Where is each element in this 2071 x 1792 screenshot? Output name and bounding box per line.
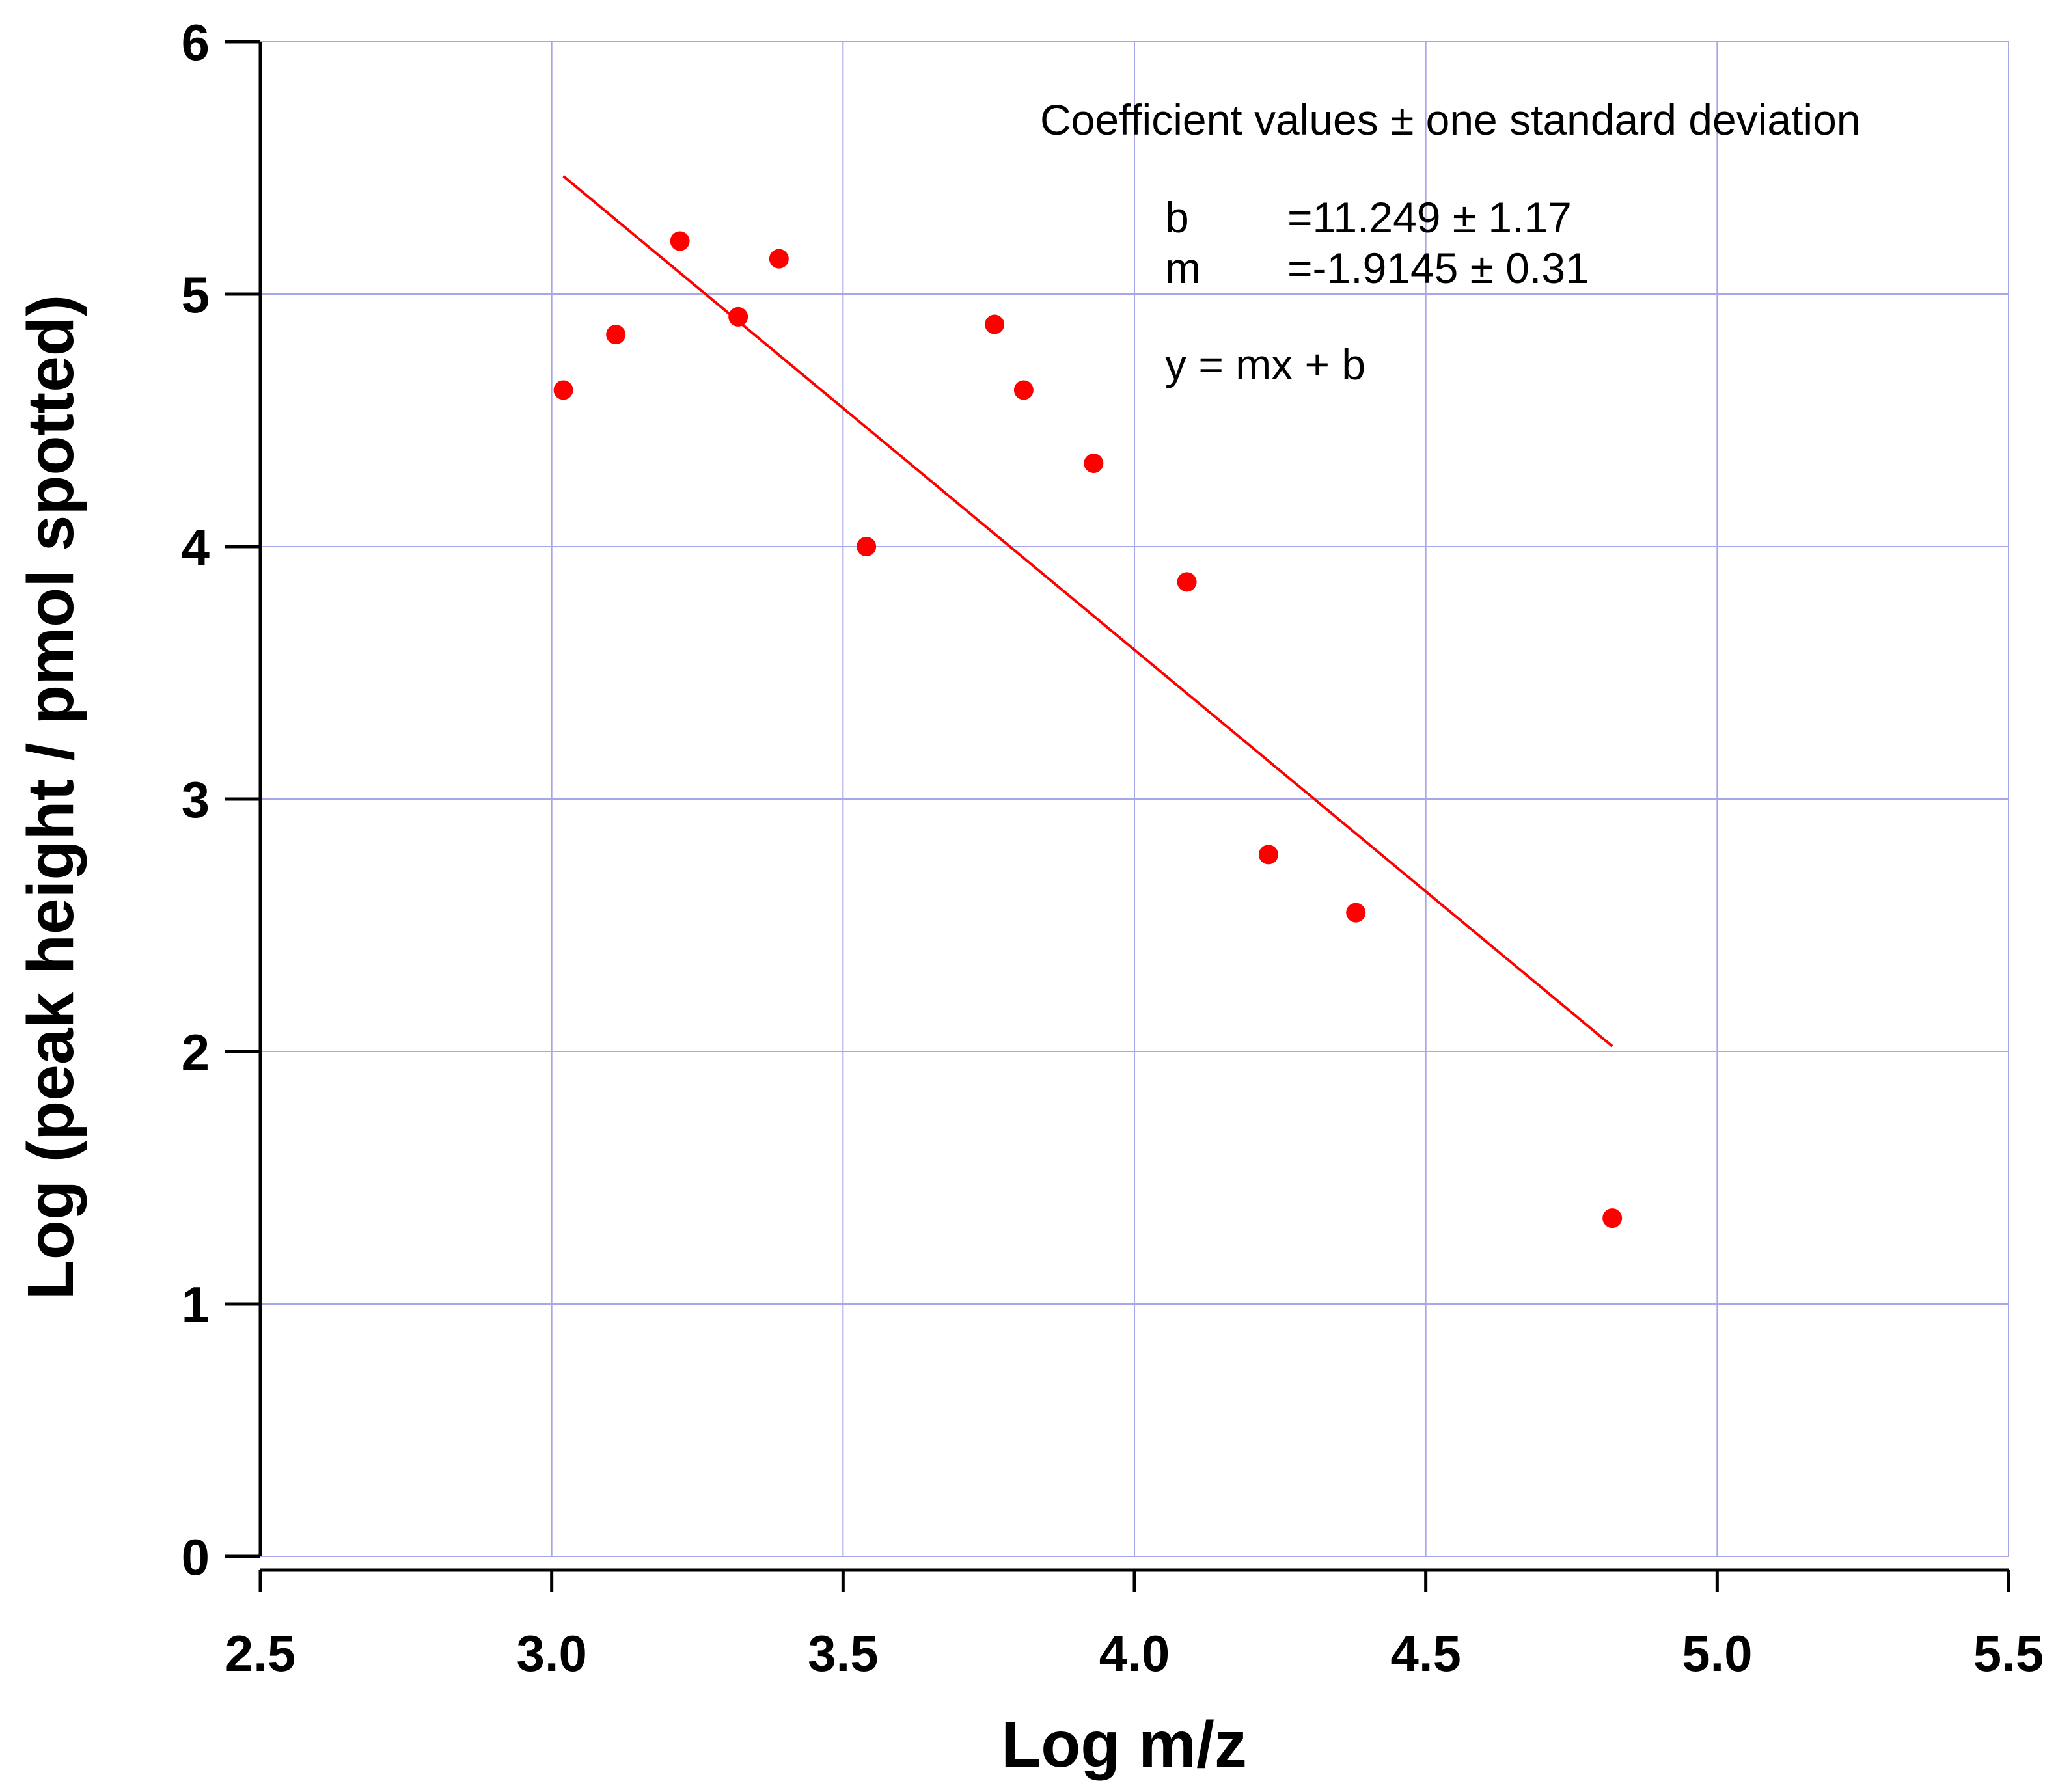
data-point bbox=[985, 314, 1005, 334]
fit-line bbox=[562, 175, 1613, 1048]
coefficient-annotation: Coefficient values ± one standard deviat… bbox=[1040, 96, 1860, 388]
y-tick-label: 6 bbox=[182, 14, 210, 71]
y-tick-label: 5 bbox=[182, 266, 210, 323]
data-point bbox=[670, 231, 690, 251]
fit-line-group bbox=[562, 175, 1613, 1048]
y-tick-label: 2 bbox=[182, 1024, 210, 1081]
data-point bbox=[1084, 453, 1104, 473]
data-point bbox=[1602, 1208, 1623, 1229]
y-axis-title: Log (peak height / pmol spotted) bbox=[14, 295, 87, 1299]
data-point bbox=[1013, 380, 1034, 400]
data-points bbox=[553, 231, 1623, 1229]
x-tick-label: 3.0 bbox=[516, 1625, 586, 1682]
data-point bbox=[1177, 572, 1197, 592]
annotation-b-value: =11.249 ± 1.17 bbox=[1287, 193, 1572, 241]
annotation-b-label: b bbox=[1165, 193, 1189, 241]
annotation-header: Coefficient values ± one standard deviat… bbox=[1040, 96, 1860, 144]
data-point bbox=[857, 537, 877, 556]
x-tick-label: 3.5 bbox=[808, 1625, 878, 1682]
data-point bbox=[769, 249, 789, 269]
x-tick-label: 4.5 bbox=[1390, 1625, 1461, 1682]
y-tick-label: 4 bbox=[182, 519, 210, 576]
data-point bbox=[553, 380, 573, 400]
grid-lines bbox=[260, 41, 2009, 1557]
x-tick-label: 2.5 bbox=[225, 1625, 295, 1682]
data-point bbox=[606, 325, 626, 345]
data-point bbox=[728, 306, 748, 327]
data-point bbox=[1346, 903, 1366, 923]
annotation-m-value: =-1.9145 ± 0.31 bbox=[1287, 244, 1589, 292]
annotation-equation: y = mx + b bbox=[1165, 340, 1365, 388]
ticks: 2.5 3.0 3.5 4.0 4.5 5.0 5.5 0 1 2 3 4 5 6 bbox=[182, 14, 2044, 1682]
annotation-m-label: m bbox=[1165, 244, 1201, 292]
x-tick-label: 4.0 bbox=[1099, 1625, 1170, 1682]
x-tick-label: 5.0 bbox=[1682, 1625, 1752, 1682]
y-tick-label: 3 bbox=[182, 771, 210, 828]
x-tick-label: 5.5 bbox=[1973, 1625, 2044, 1682]
data-point bbox=[1258, 845, 1278, 865]
y-tick-label: 0 bbox=[182, 1528, 210, 1586]
x-axis-title: Log m/z bbox=[1001, 1708, 1247, 1781]
y-tick-label: 1 bbox=[182, 1276, 210, 1333]
